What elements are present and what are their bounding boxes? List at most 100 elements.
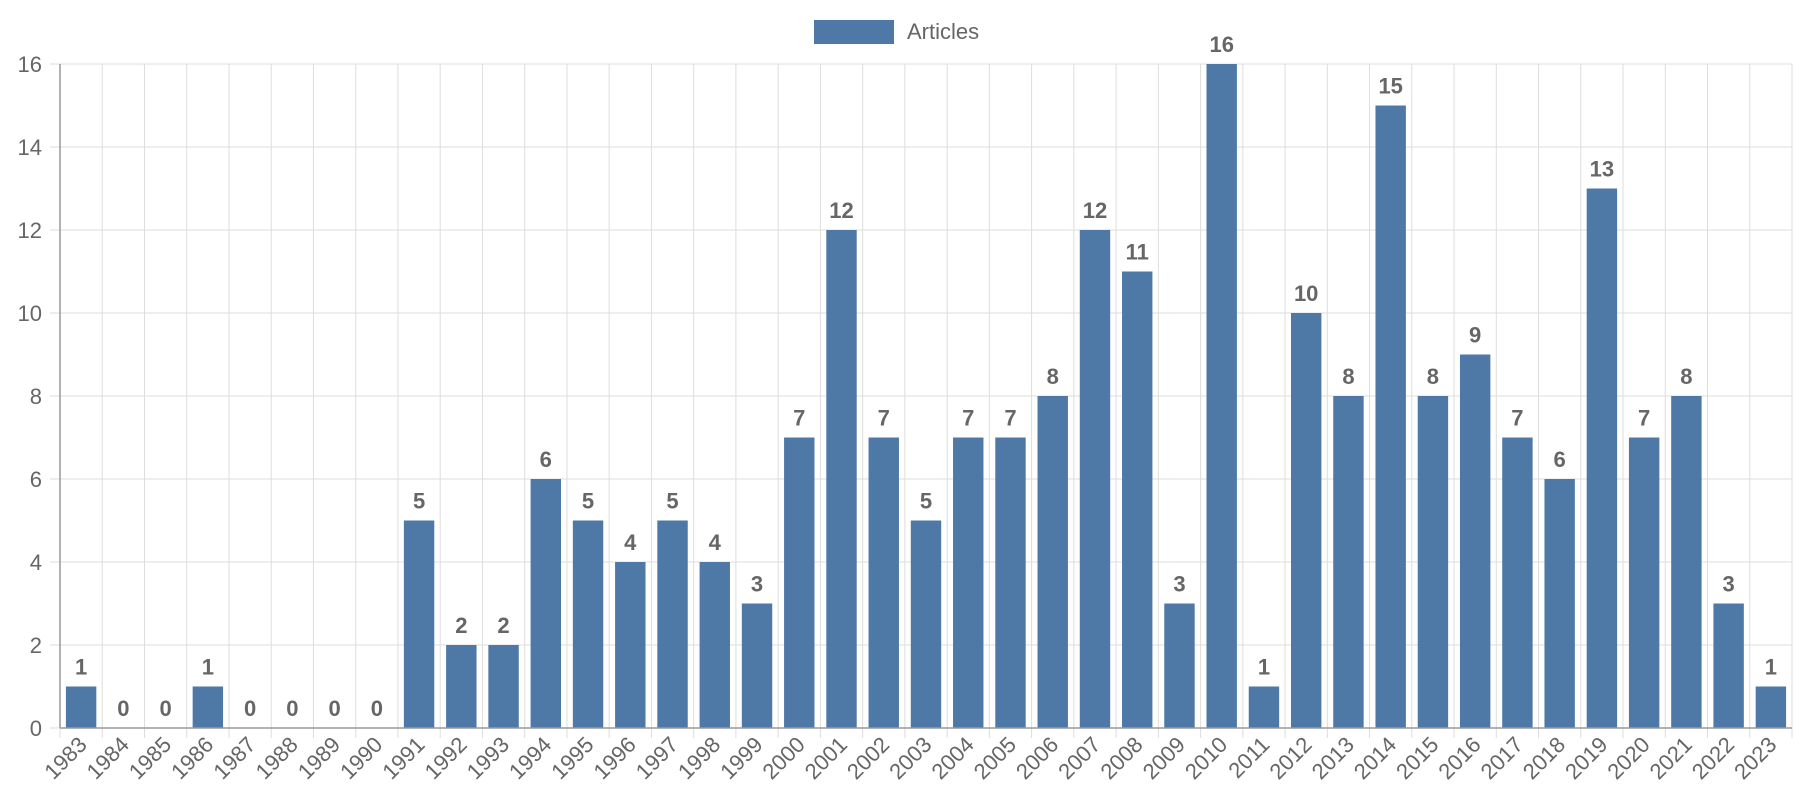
data-label: 7 [878,406,890,431]
bar [1375,105,1406,728]
data-label: 6 [1554,447,1566,472]
x-tick-label: 2013 [1307,732,1359,784]
x-tick-label: 1992 [420,732,472,784]
bar [741,603,773,728]
bar [615,562,646,728]
bar [1037,396,1068,728]
bar [530,479,562,728]
legend[interactable]: Articles [814,19,979,44]
y-tick-label: 2 [30,633,42,658]
bar [1417,396,1449,728]
data-label: 0 [117,696,129,721]
data-label: 7 [1638,406,1650,431]
data-label: 0 [159,696,171,721]
x-tick-label: 1990 [335,732,387,784]
x-tick-label: 2020 [1602,732,1654,784]
x-tick-label: 1988 [251,732,303,784]
data-label: 8 [1680,364,1692,389]
legend-swatch [814,20,894,44]
data-label: 13 [1590,157,1614,182]
data-label: 1 [202,655,214,680]
x-tick-label: 2021 [1645,732,1697,784]
bar [1333,396,1364,728]
y-tick-label: 16 [18,52,42,77]
data-label: 3 [1723,572,1735,597]
x-tick-label: 2017 [1476,732,1528,784]
data-label: 0 [286,696,298,721]
data-label: 9 [1469,323,1481,348]
y-tick-label: 6 [30,467,42,492]
bar [1586,188,1618,728]
x-tick-label: 2012 [1264,732,1316,784]
bar [1164,603,1195,728]
bar [1290,313,1322,728]
data-label: 8 [1047,364,1059,389]
data-label: 1 [1258,655,1270,680]
y-tick-label: 0 [30,716,42,741]
data-label: 5 [582,489,594,514]
y-tick-label: 10 [18,301,42,326]
data-label: 12 [1083,198,1107,223]
data-label: 11 [1126,240,1149,265]
x-tick-label: 2008 [1095,732,1147,784]
x-tick-label: 2005 [969,732,1021,784]
bar [1459,354,1491,728]
bar [65,686,97,728]
data-label: 3 [1173,572,1185,597]
axes-layer [59,64,1792,729]
x-tick-label: 1987 [208,732,260,784]
bar [1671,396,1702,728]
x-tick-label: 1997 [631,732,683,784]
x-tick-label: 2014 [1349,732,1401,784]
bar [1544,479,1575,728]
bar [192,686,224,728]
data-label: 5 [920,489,932,514]
data-label: 6 [540,447,552,472]
data-label: 0 [244,696,256,721]
bar [995,437,1026,728]
x-tick-label: 2016 [1433,732,1485,784]
data-label: 2 [455,613,467,638]
bar [446,645,477,728]
bars-layer [65,64,1787,728]
data-label: 1 [1765,655,1777,680]
data-label: 2 [497,613,509,638]
x-tick-label: 1984 [82,732,134,784]
x-tick-label: 1989 [293,732,345,784]
data-label: 10 [1294,281,1318,306]
data-label: 7 [1511,406,1523,431]
bar [488,645,519,728]
data-label: 5 [666,489,678,514]
data-label: 16 [1209,32,1233,57]
bar [826,230,857,728]
x-tick-label: 2002 [842,732,894,784]
bar [784,437,815,728]
grid-layer [50,63,1793,738]
y-tick-label: 12 [18,218,42,243]
y-tick-label: 8 [30,384,42,409]
bar [1755,686,1787,728]
x-tick-label: 2000 [758,732,810,784]
data-label: 5 [413,489,425,514]
x-tick-label: 1996 [589,732,641,784]
data-label: 4 [709,530,722,555]
y-tick-label: 4 [30,550,42,575]
bar [1502,437,1533,728]
data-label: 1 [75,655,87,680]
x-tick-label: 2023 [1729,732,1781,784]
bar [657,520,688,728]
x-tick-label: 2011 [1223,732,1274,783]
bar [1079,230,1111,728]
x-tick-label: 2001 [800,732,852,784]
data-label: 15 [1378,74,1402,99]
x-tick-label: 2003 [884,732,936,784]
data-label: 7 [962,406,974,431]
bar [868,437,899,728]
x-tick-label: 1993 [462,732,514,784]
x-tick-label: 2009 [1138,732,1190,784]
data-label: 7 [793,406,805,431]
bar [910,520,942,728]
x-tick-label: 2004 [926,732,978,784]
x-tick-label: 2019 [1560,732,1612,784]
